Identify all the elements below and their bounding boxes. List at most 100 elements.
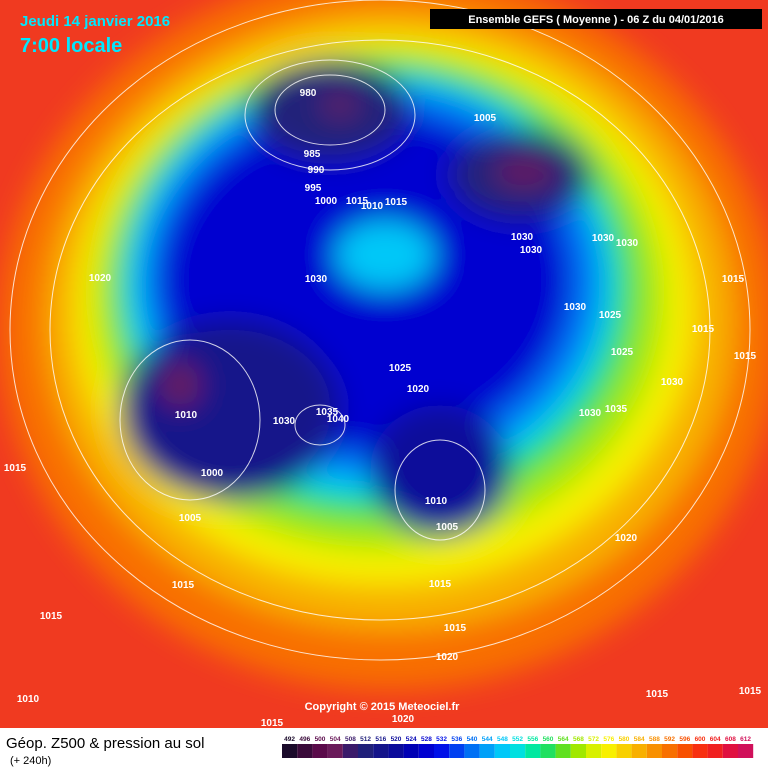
geopotential-field — [0, 0, 768, 728]
isobar-label: 1030 — [592, 233, 615, 244]
scale-label: 584 — [634, 736, 645, 743]
isobar-label: 1035 — [605, 404, 628, 415]
scale-swatch — [525, 744, 541, 758]
isobar-label: 1030 — [305, 274, 328, 285]
isobar-label: 1030 — [273, 416, 296, 427]
scale-swatch — [403, 744, 419, 758]
scale-swatch — [707, 744, 723, 758]
scale-label: 560 — [543, 736, 554, 743]
isobar-label: 1020 — [89, 273, 112, 284]
scale-label: 580 — [619, 736, 630, 743]
scale-label: 516 — [375, 736, 386, 743]
isobar-label: 1000 — [315, 196, 338, 207]
scale-swatch — [692, 744, 708, 758]
isobar-label: 1030 — [579, 408, 602, 419]
scale-swatch — [662, 744, 678, 758]
scale-label: 568 — [573, 736, 584, 743]
scale-swatch — [631, 744, 647, 758]
isobar-label: 1015 — [385, 197, 408, 208]
scale-label: 612 — [740, 736, 751, 743]
isobar-label: 1015 — [40, 611, 63, 622]
scale-label: 604 — [710, 736, 721, 743]
isobar-label: 1005 — [474, 113, 497, 124]
scale-swatch — [327, 744, 343, 758]
scale-label: 600 — [695, 736, 706, 743]
isobar-label: 1010 — [17, 694, 40, 705]
scale-swatch — [358, 744, 374, 758]
isobar-label: 1015 — [346, 196, 369, 207]
isobar-label: 1015 — [444, 623, 467, 634]
scale-swatch — [555, 744, 571, 758]
color-scale: 492 496 500 504 508 512 516 520 524 528 532 536 540 5… — [282, 736, 754, 758]
scale-label: 592 — [664, 736, 675, 743]
scale-label: 588 — [649, 736, 660, 743]
isobar-label: 1030 — [511, 232, 534, 243]
scale-swatch — [297, 744, 313, 758]
isobar-label: 995 — [305, 183, 322, 194]
scale-swatch — [342, 744, 358, 758]
scale-label: 552 — [512, 736, 523, 743]
scale-label: 572 — [588, 736, 599, 743]
copyright: Copyright © 2015 Meteociel.fr — [305, 701, 461, 713]
date: Jeudi 14 janvier 2016 — [20, 13, 170, 30]
isobar-label: 990 — [308, 165, 325, 176]
scale-swatch — [479, 744, 495, 758]
isobar-label: 1035 — [316, 407, 339, 418]
scale-label: 504 — [330, 736, 341, 743]
isobar-label: 1015 — [261, 718, 284, 729]
scale-label: 500 — [315, 736, 326, 743]
scale-label: 492 — [284, 736, 295, 743]
scale-label: 564 — [558, 736, 569, 743]
scale-swatch — [738, 744, 754, 758]
scale-label: 524 — [406, 736, 417, 743]
scale-swatch — [570, 744, 586, 758]
isobar-label: 1030 — [564, 302, 587, 313]
isobar-label: 985 — [304, 149, 321, 160]
isobar-label: 1015 — [722, 274, 745, 285]
time: 7:00 locale — [20, 35, 122, 57]
isobar-label: 1040 — [327, 414, 350, 425]
isobar-label: 1025 — [599, 310, 622, 321]
scale-label: 608 — [725, 736, 736, 743]
isobar-label: 1020 — [407, 384, 430, 395]
scale-swatch — [373, 744, 389, 758]
isobar-label: 1015 — [692, 324, 715, 335]
scale-swatch — [388, 744, 404, 758]
isobar-label: 1020 — [436, 652, 459, 663]
scale-swatch — [646, 744, 662, 758]
scale-swatch — [601, 744, 617, 758]
scale-swatch — [510, 744, 526, 758]
scale-label: 496 — [299, 736, 310, 743]
scale-label: 556 — [527, 736, 538, 743]
scale-swatch — [722, 744, 738, 758]
scale-label: 540 — [467, 736, 478, 743]
isobar-label: 1025 — [389, 363, 412, 374]
scale-label: 532 — [436, 736, 447, 743]
isobar-label: 1030 — [661, 377, 684, 388]
footer-subtitle: (+ 240h) — [10, 755, 51, 767]
isobar-label: 1005 — [179, 513, 202, 524]
isobar-label: 1000 — [201, 468, 224, 479]
run-box — [430, 9, 762, 29]
run-info: Ensemble GEFS ( Moyenne ) - 06 Z du 04/0… — [468, 14, 724, 26]
isobar-label: 1010 — [361, 201, 384, 212]
isobar-label: 1010 — [175, 410, 198, 421]
scale-label: 528 — [421, 736, 432, 743]
scale-label: 576 — [603, 736, 614, 743]
scale-swatch — [586, 744, 602, 758]
scale-label: 520 — [391, 736, 402, 743]
isobar-label: 1025 — [611, 347, 634, 358]
isobar-label: 980 — [300, 88, 317, 99]
scale-swatch — [540, 744, 556, 758]
footer-title: Géop. Z500 & pression au sol — [6, 735, 204, 752]
isobar-label: 1015 — [429, 579, 452, 590]
isobar-label: 1010 — [425, 496, 448, 507]
scale-swatch — [464, 744, 480, 758]
scale-label: 536 — [451, 736, 462, 743]
scale-swatch — [494, 744, 510, 758]
isobar-label: 1020 — [392, 714, 415, 725]
scale-label: 596 — [679, 736, 690, 743]
scale-label: 544 — [482, 736, 493, 743]
